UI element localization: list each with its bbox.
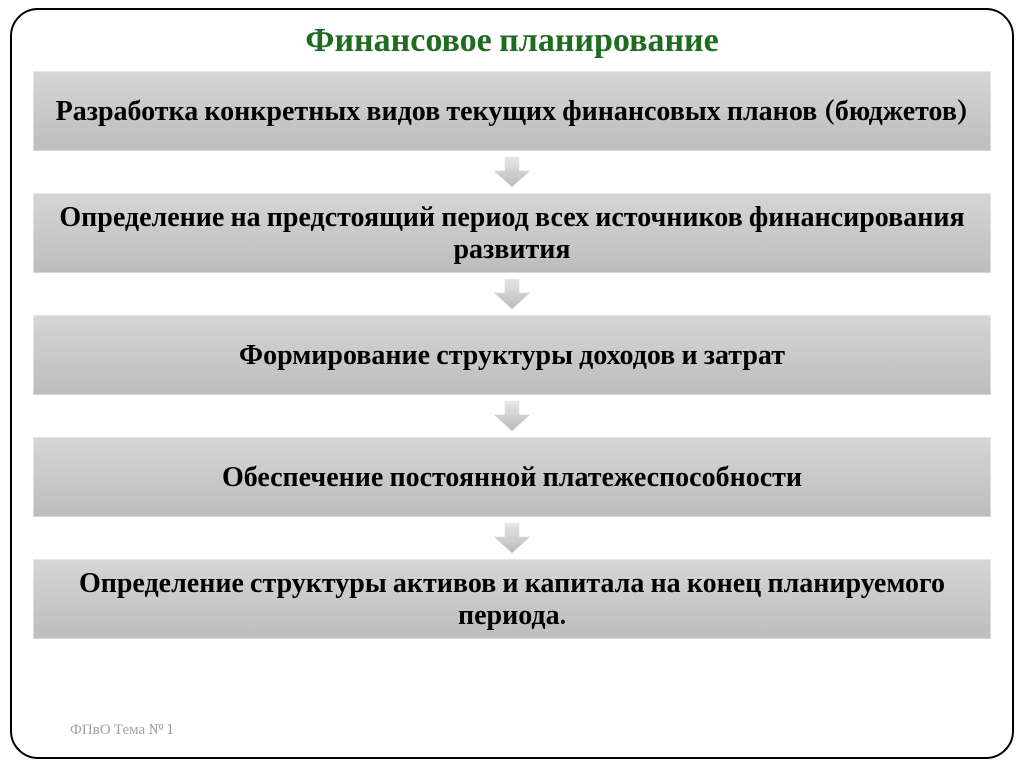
flowchart: Разработка конкретных видов текущих фина… [32,70,992,739]
footer-text: ФПвО Тема № 1 [70,720,173,739]
arrow-down-icon [490,520,534,556]
step-text-2: Определение на предстоящий период всех и… [53,201,971,265]
step-text-1: Разработка конкретных видов текущих фина… [56,95,969,127]
step-box-1: Разработка конкретных видов текущих фина… [32,70,992,152]
step-box-5: Определение структуры активов и капитала… [32,558,992,640]
slide-frame: Финансовое планирование Разработка конкр… [10,8,1014,759]
arrow-down-icon [490,154,534,190]
step-box-3: Формирование структуры доходов и затрат [32,314,992,396]
slide-title: Финансовое планирование [32,20,992,60]
arrow-down-icon [490,398,534,434]
step-text-3: Формирование структуры доходов и затрат [239,339,785,371]
step-text-5: Определение структуры активов и капитала… [53,567,971,631]
step-box-2: Определение на предстоящий период всех и… [32,192,992,274]
arrow-down-icon [490,276,534,312]
step-text-4: Обеспечение постоянной платежеспособност… [222,461,802,493]
step-box-4: Обеспечение постоянной платежеспособност… [32,436,992,518]
